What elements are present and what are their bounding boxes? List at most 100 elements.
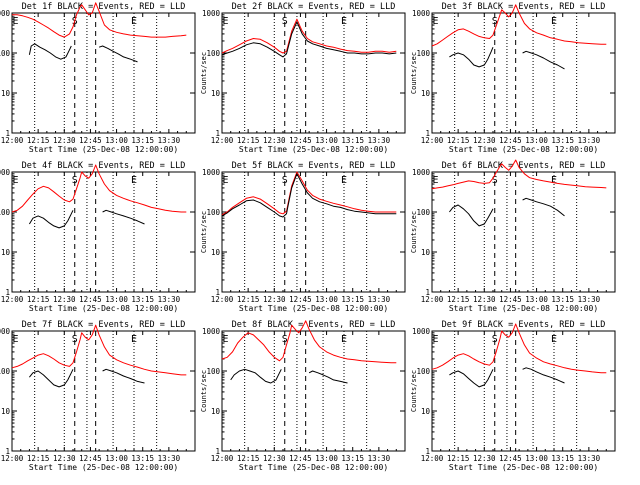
x-tick-label: 12:00 [421, 295, 444, 304]
x-tick-label: 12:00 [211, 136, 234, 145]
x-tick-label: 12:15 [237, 295, 260, 304]
x-tick-label: 13:00 [525, 136, 548, 145]
y-tick-label: 100 [0, 208, 10, 217]
y-tick-label: 10 [421, 407, 431, 416]
x-tick-label: 12:45 [289, 136, 312, 145]
marker-label: E [131, 175, 137, 186]
series-events-line [28, 43, 72, 60]
y-tick-label: 100 [416, 208, 430, 217]
marker-label: E [222, 175, 228, 186]
x-tick-label: 12:15 [447, 295, 470, 304]
marker-label: E [341, 334, 347, 345]
series-events-line [29, 369, 74, 388]
x-tick-label: 12:30 [263, 295, 286, 304]
x-tick-label: 12:00 [421, 136, 444, 145]
x-tick-label: 12:00 [1, 454, 24, 463]
y-tick-label: 10 [211, 407, 221, 416]
x-axis-label: Start Time (25-Dec-08 12:00:00) [449, 304, 598, 313]
x-tick-label: 12:15 [27, 136, 50, 145]
panel-title: Det 4f BLACK = Events, RED = LLD [22, 161, 186, 171]
series-events-line [102, 209, 145, 225]
x-tick-label: 12:30 [263, 454, 286, 463]
marker-label: S [72, 334, 78, 345]
marker-label: E [131, 16, 137, 27]
x-tick-label: 12:45 [499, 295, 522, 304]
x-tick-label: 12:45 [79, 295, 102, 304]
x-tick-label: 12:00 [211, 295, 234, 304]
x-tick-label: 12:45 [289, 454, 312, 463]
y-tick-label: 100 [206, 49, 220, 58]
panel-title: Det 3f BLACK = Events, RED = LLD [442, 2, 606, 12]
y-tick-label: 1000 [202, 9, 221, 18]
series-events-line [522, 50, 565, 70]
y-tick-label: 1000 [0, 327, 10, 336]
x-tick-label: 12:45 [79, 454, 102, 463]
x-tick-label: 12:30 [53, 454, 76, 463]
y-tick-label: 1 [215, 129, 220, 138]
x-tick-label: 12:30 [473, 136, 496, 145]
panel-3: Det 3f BLACK = Events, RED = LLD 12:00 12:… [410, 2, 616, 154]
series-lld-line [221, 320, 397, 364]
x-tick-label: 12:45 [79, 136, 102, 145]
x-tick-label: 12:00 [421, 454, 444, 463]
marker-label: E [222, 334, 228, 345]
marker-label: E [341, 175, 347, 186]
x-axis-label: Start Time (25-Dec-08 12:00:00) [29, 304, 178, 313]
x-tick-label: 12:00 [1, 136, 24, 145]
panel-title: Det 1f BLACK = Events, RED = LLD [22, 2, 186, 12]
marker-label: E [551, 16, 557, 27]
panel-title: Det 6f BLACK = Events, RED = LLD [442, 161, 606, 171]
x-tick-label: 13:15 [551, 454, 574, 463]
marker-label: S [282, 16, 288, 27]
x-tick-label: 12:00 [211, 454, 234, 463]
x-tick-label: 12:30 [263, 136, 286, 145]
series-lld-line [431, 4, 607, 47]
series-events-line [221, 173, 397, 218]
series-lld-line [431, 159, 607, 190]
x-axis-label: Start Time (25-Dec-08 12:00:00) [449, 145, 598, 154]
x-tick-label: 12:15 [237, 454, 260, 463]
y-tick-label: 100 [0, 367, 10, 376]
marker-label: S [492, 334, 498, 345]
series-events-line [230, 368, 282, 384]
x-tick-label: 13:15 [131, 136, 154, 145]
x-tick-label: 13:30 [578, 295, 601, 304]
marker-label: S [282, 334, 288, 345]
y-tick-label: 10 [1, 248, 11, 257]
x-tick-label: 12:15 [27, 454, 50, 463]
x-tick-label: 13:00 [105, 136, 128, 145]
y-tick-label: 1 [5, 129, 10, 138]
y-tick-label: 1 [215, 447, 220, 456]
y-axis-label: Counts/sec [200, 211, 208, 253]
y-tick-label: 1000 [412, 327, 431, 336]
y-tick-label: 100 [0, 49, 10, 58]
marker-label: E [432, 16, 438, 27]
y-axis-label: Counts/sec [200, 370, 208, 412]
x-tick-label: 13:15 [341, 454, 364, 463]
x-axis-label: Start Time (25-Dec-08 12:00:00) [449, 463, 598, 472]
plot-frame [221, 171, 406, 293]
x-tick-label: 13:30 [158, 454, 181, 463]
plot-frame [431, 12, 616, 134]
x-tick-label: 13:00 [315, 454, 338, 463]
x-tick-label: 12:30 [53, 295, 76, 304]
series-lld-line [221, 18, 397, 54]
x-tick-label: 13:15 [551, 136, 574, 145]
y-tick-label: 1000 [202, 327, 221, 336]
x-tick-label: 13:00 [315, 295, 338, 304]
x-tick-label: 13:00 [525, 295, 548, 304]
plot-frame [11, 12, 196, 134]
x-axis-label: Start Time (25-Dec-08 12:00:00) [239, 304, 388, 313]
x-tick-label: 13:30 [578, 136, 601, 145]
marker-label: E [12, 175, 18, 186]
y-tick-label: 1 [425, 288, 430, 297]
marker-label: E [12, 334, 18, 345]
x-tick-label: 13:30 [368, 136, 391, 145]
series-events-line [522, 197, 565, 217]
y-tick-label: 1000 [202, 168, 221, 177]
